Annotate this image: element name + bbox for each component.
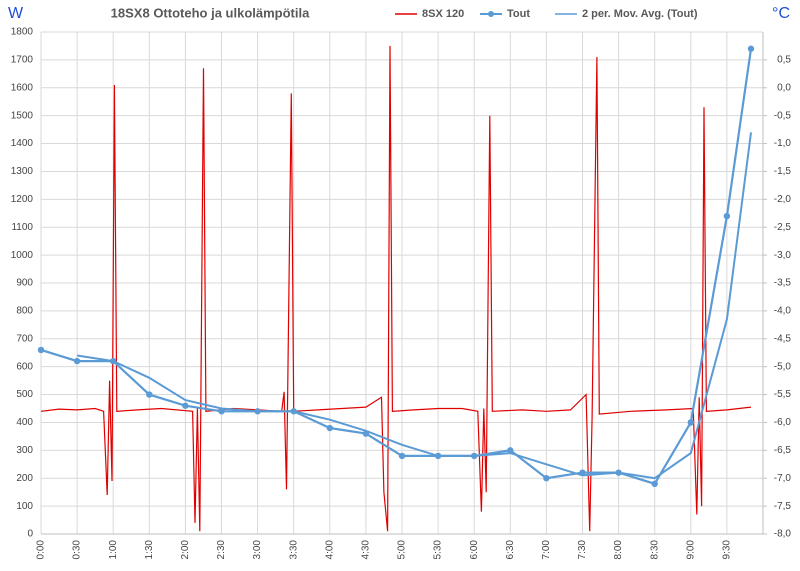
y-tick-label: 600 [16,361,33,372]
y2-tick-label: -4,5 [774,333,792,344]
y2-tick-label: -3,5 [774,278,792,289]
legend-label: 8SX 120 [422,8,464,20]
x-tick-label: 4:00 [324,540,335,560]
y-tick-label: 700 [16,333,33,344]
point [37,346,45,354]
x-tick-label: 9:30 [722,540,733,560]
y-tick-label: 400 [16,417,33,428]
y-tick-label: 1800 [11,27,34,38]
x-tick-label: 2:00 [180,540,191,560]
point [723,212,731,220]
series-line [40,48,753,486]
x-tick-label: 1:00 [108,540,119,560]
y2-tick-label: -4,0 [774,306,792,317]
x-tick-label: 0:00 [36,540,47,560]
point [687,419,694,426]
y-tick-label: 0 [27,529,33,540]
x-tick-label: 9:00 [685,540,696,560]
y-tick-label: 1700 [11,55,34,66]
y-tick-label: 1400 [11,138,34,149]
y2-tick-label: -6,5 [774,445,792,456]
x-tick-label: 6:30 [505,540,516,560]
x-tick-label: 8:30 [649,540,660,560]
x-tick-label: 5:30 [433,540,444,560]
point [326,424,333,432]
y2-tick-label: -2,5 [774,222,792,233]
x-tick-label: 4:30 [361,540,372,560]
y-tick-label: 1100 [11,222,33,233]
y2-tick-label: -8,0 [774,529,792,540]
chart-title: 18SX8 Ottoteho ja ulkolämpötila [111,5,310,20]
point [73,357,81,365]
x-tick-label: 0:30 [72,540,83,560]
y2-tick-label: 0,5 [777,55,791,66]
series-line [76,132,752,480]
y-tick-label: 200 [16,473,33,484]
y-tick-label: 800 [16,306,33,317]
x-tick-label: 8:00 [613,540,624,560]
y-tick-label: 300 [16,445,33,456]
x-tick-label: 7:00 [541,540,552,560]
y-tick-label: 900 [16,278,33,289]
x-tick-label: 7:30 [577,540,588,560]
y2-tick-label: -0,5 [774,110,792,121]
y2-tick-label: 0,0 [777,82,791,93]
point [747,45,755,52]
y2-tick-label: -1,0 [774,138,792,149]
y2-tick-label: -7,0 [774,473,792,484]
y2-tick-label: -2,0 [774,194,792,205]
series-line [40,45,752,532]
legend-marker [488,11,494,17]
y2-tick-label: -5,5 [774,389,792,400]
point [398,452,406,460]
legend-label: 2 per. Mov. Avg. (Tout) [582,8,698,20]
y-tick-label: 1500 [11,110,34,121]
point [507,447,514,454]
x-tick-label: 2:30 [216,540,227,560]
y2-tick-label: -5,0 [774,361,792,372]
y-tick-label: 1000 [11,250,34,261]
y2-tick-label: -7,5 [774,501,792,512]
y2-tick-label: -3,0 [774,250,792,261]
point [146,391,153,398]
point [651,480,658,487]
point [543,475,550,482]
y-tick-label: 500 [16,389,33,400]
point [218,408,225,415]
x-tick-label: 3:00 [252,540,263,560]
y-tick-label: 1200 [11,194,34,205]
x-tick-label: 3:30 [288,540,299,560]
y2-tick-label: -6,0 [774,417,792,428]
y-tick-label: 1300 [11,166,34,177]
y2-tick-label: -1,5 [774,166,792,177]
y-axis-label: W [8,5,24,22]
legend-label: Tout [507,8,530,20]
y-tick-label: 100 [16,501,33,512]
x-tick-label: 1:30 [144,540,155,560]
x-tick-label: 6:00 [469,540,480,560]
y-tick-label: 1600 [11,82,34,93]
point [182,402,189,409]
y2-axis-label: °C [772,5,790,22]
x-tick-label: 5:00 [397,540,408,560]
